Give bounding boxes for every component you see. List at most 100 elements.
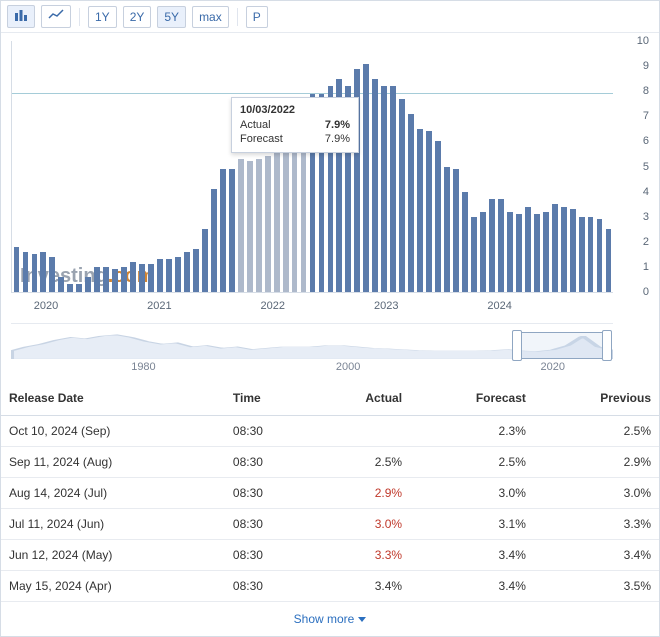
chart-bar[interactable] <box>85 277 91 292</box>
range-handle-right[interactable] <box>602 330 612 361</box>
chart-bar[interactable] <box>498 199 504 292</box>
chart-bar[interactable] <box>202 229 208 292</box>
chart-bar[interactable] <box>67 284 73 292</box>
chart-bar[interactable] <box>274 139 280 292</box>
chart-bar[interactable] <box>40 252 46 292</box>
col-forecast[interactable]: Forecast <box>410 381 534 416</box>
chart-bar[interactable] <box>471 217 477 292</box>
chart-bar[interactable] <box>175 257 181 292</box>
chart-bar[interactable] <box>489 199 495 292</box>
y-tick: 10 <box>637 35 649 47</box>
chart-bar[interactable] <box>543 212 549 292</box>
chart-bar[interactable] <box>103 267 109 292</box>
p-button[interactable]: P <box>246 6 268 28</box>
chart-bar[interactable] <box>372 79 378 292</box>
col-date[interactable]: Release Date <box>1 381 225 416</box>
chart-bar[interactable] <box>49 257 55 292</box>
range-2y[interactable]: 2Y <box>123 6 152 28</box>
chart-bar[interactable] <box>211 189 217 292</box>
chart-bar[interactable] <box>220 169 226 292</box>
chart-bar[interactable] <box>265 156 271 292</box>
range-handle-left[interactable] <box>512 330 522 361</box>
chart-bar[interactable] <box>462 192 468 292</box>
col-previous[interactable]: Previous <box>534 381 659 416</box>
chart-bar[interactable] <box>588 217 594 292</box>
table-row[interactable]: Oct 10, 2024 (Sep)08:302.3%2.5% <box>1 416 659 447</box>
cell-date: Oct 10, 2024 (Sep) <box>1 416 225 447</box>
chart-bar[interactable] <box>435 141 441 292</box>
range-1y[interactable]: 1Y <box>88 6 117 28</box>
range-selector[interactable]: 198020002020 <box>11 323 613 373</box>
chart-bar[interactable] <box>94 267 100 292</box>
chart-bar[interactable] <box>247 161 253 292</box>
y-tick: 5 <box>643 161 649 173</box>
chart-bar[interactable] <box>23 252 29 292</box>
chart-bar[interactable] <box>139 264 145 292</box>
chart-bar[interactable] <box>157 259 163 292</box>
table-row[interactable]: Sep 11, 2024 (Aug)08:302.5%2.5%2.9% <box>1 447 659 478</box>
chart-bar[interactable] <box>58 277 64 292</box>
chart-bar[interactable] <box>579 217 585 292</box>
range-5y[interactable]: 5Y <box>157 6 186 28</box>
range-x-label: 2020 <box>541 361 565 373</box>
cell-date: May 15, 2024 (Apr) <box>1 571 225 602</box>
chart-bar[interactable] <box>121 267 127 292</box>
cell-forecast: 3.0% <box>410 478 534 509</box>
show-more-link[interactable]: Show more <box>294 612 367 626</box>
table-row[interactable]: Jul 11, 2024 (Jun)08:303.0%3.1%3.3% <box>1 509 659 540</box>
table-row[interactable]: Aug 14, 2024 (Jul)08:302.9%3.0%3.0% <box>1 478 659 509</box>
tooltip-row: Forecast7.9% <box>240 132 350 146</box>
col-actual[interactable]: Actual <box>311 381 410 416</box>
table-row[interactable]: May 15, 2024 (Apr)08:303.4%3.4%3.5% <box>1 571 659 602</box>
chart-bar[interactable] <box>507 212 513 292</box>
chart-bar[interactable] <box>256 159 262 292</box>
cell-actual: 3.4% <box>311 571 410 602</box>
tooltip-date: 10/03/2022 <box>240 104 350 116</box>
chart-bar[interactable] <box>453 169 459 292</box>
chart-bar[interactable] <box>76 284 82 292</box>
chart-bar[interactable] <box>381 86 387 292</box>
show-more-row: Show more <box>1 602 659 636</box>
chart-bar[interactable] <box>14 247 20 292</box>
col-time[interactable]: Time <box>225 381 311 416</box>
chart-bar[interactable] <box>184 252 190 292</box>
chart-bar[interactable] <box>534 214 540 292</box>
chart-bar[interactable] <box>112 269 118 292</box>
chart-bar[interactable] <box>570 209 576 292</box>
cell-actual: 2.5% <box>311 447 410 478</box>
chart-type-line[interactable] <box>41 5 71 28</box>
cell-time: 08:30 <box>225 540 311 571</box>
cell-previous: 3.5% <box>534 571 659 602</box>
range-max[interactable]: max <box>192 6 229 28</box>
cell-forecast: 3.4% <box>410 571 534 602</box>
chart-bar[interactable] <box>399 99 405 292</box>
chart-bar[interactable] <box>238 159 244 292</box>
chart-bar[interactable] <box>561 207 567 292</box>
table-row[interactable]: Jun 12, 2024 (May)08:303.3%3.4%3.4% <box>1 540 659 571</box>
data-table: Release DateTimeActualForecastPreviousOc… <box>1 381 659 602</box>
chart-bar[interactable] <box>525 207 531 292</box>
chart-bar[interactable] <box>130 262 136 292</box>
cell-date: Jul 11, 2024 (Jun) <box>1 509 225 540</box>
chart-type-bar[interactable] <box>7 5 35 28</box>
chart-bar[interactable] <box>426 131 432 292</box>
chart-bar[interactable] <box>166 259 172 292</box>
chart-bar[interactable] <box>408 114 414 292</box>
chart-bar[interactable] <box>363 64 369 292</box>
tooltip-value: 7.9% <box>325 133 350 145</box>
cell-forecast: 3.4% <box>410 540 534 571</box>
chart-bar[interactable] <box>552 204 558 292</box>
chart-bar[interactable] <box>229 169 235 292</box>
range-selection[interactable] <box>517 332 607 359</box>
chart-bar[interactable] <box>516 214 522 292</box>
chart-bar[interactable] <box>606 229 612 292</box>
chart-bar[interactable] <box>193 249 199 292</box>
chart-bar[interactable] <box>148 264 154 292</box>
chart-bar[interactable] <box>597 219 603 292</box>
chart-bar[interactable] <box>444 167 450 293</box>
chart-bar[interactable] <box>417 129 423 292</box>
chart-bar[interactable] <box>480 212 486 292</box>
chart-bar[interactable] <box>390 86 396 292</box>
chart-bar[interactable] <box>32 254 38 292</box>
cell-previous: 3.3% <box>534 509 659 540</box>
